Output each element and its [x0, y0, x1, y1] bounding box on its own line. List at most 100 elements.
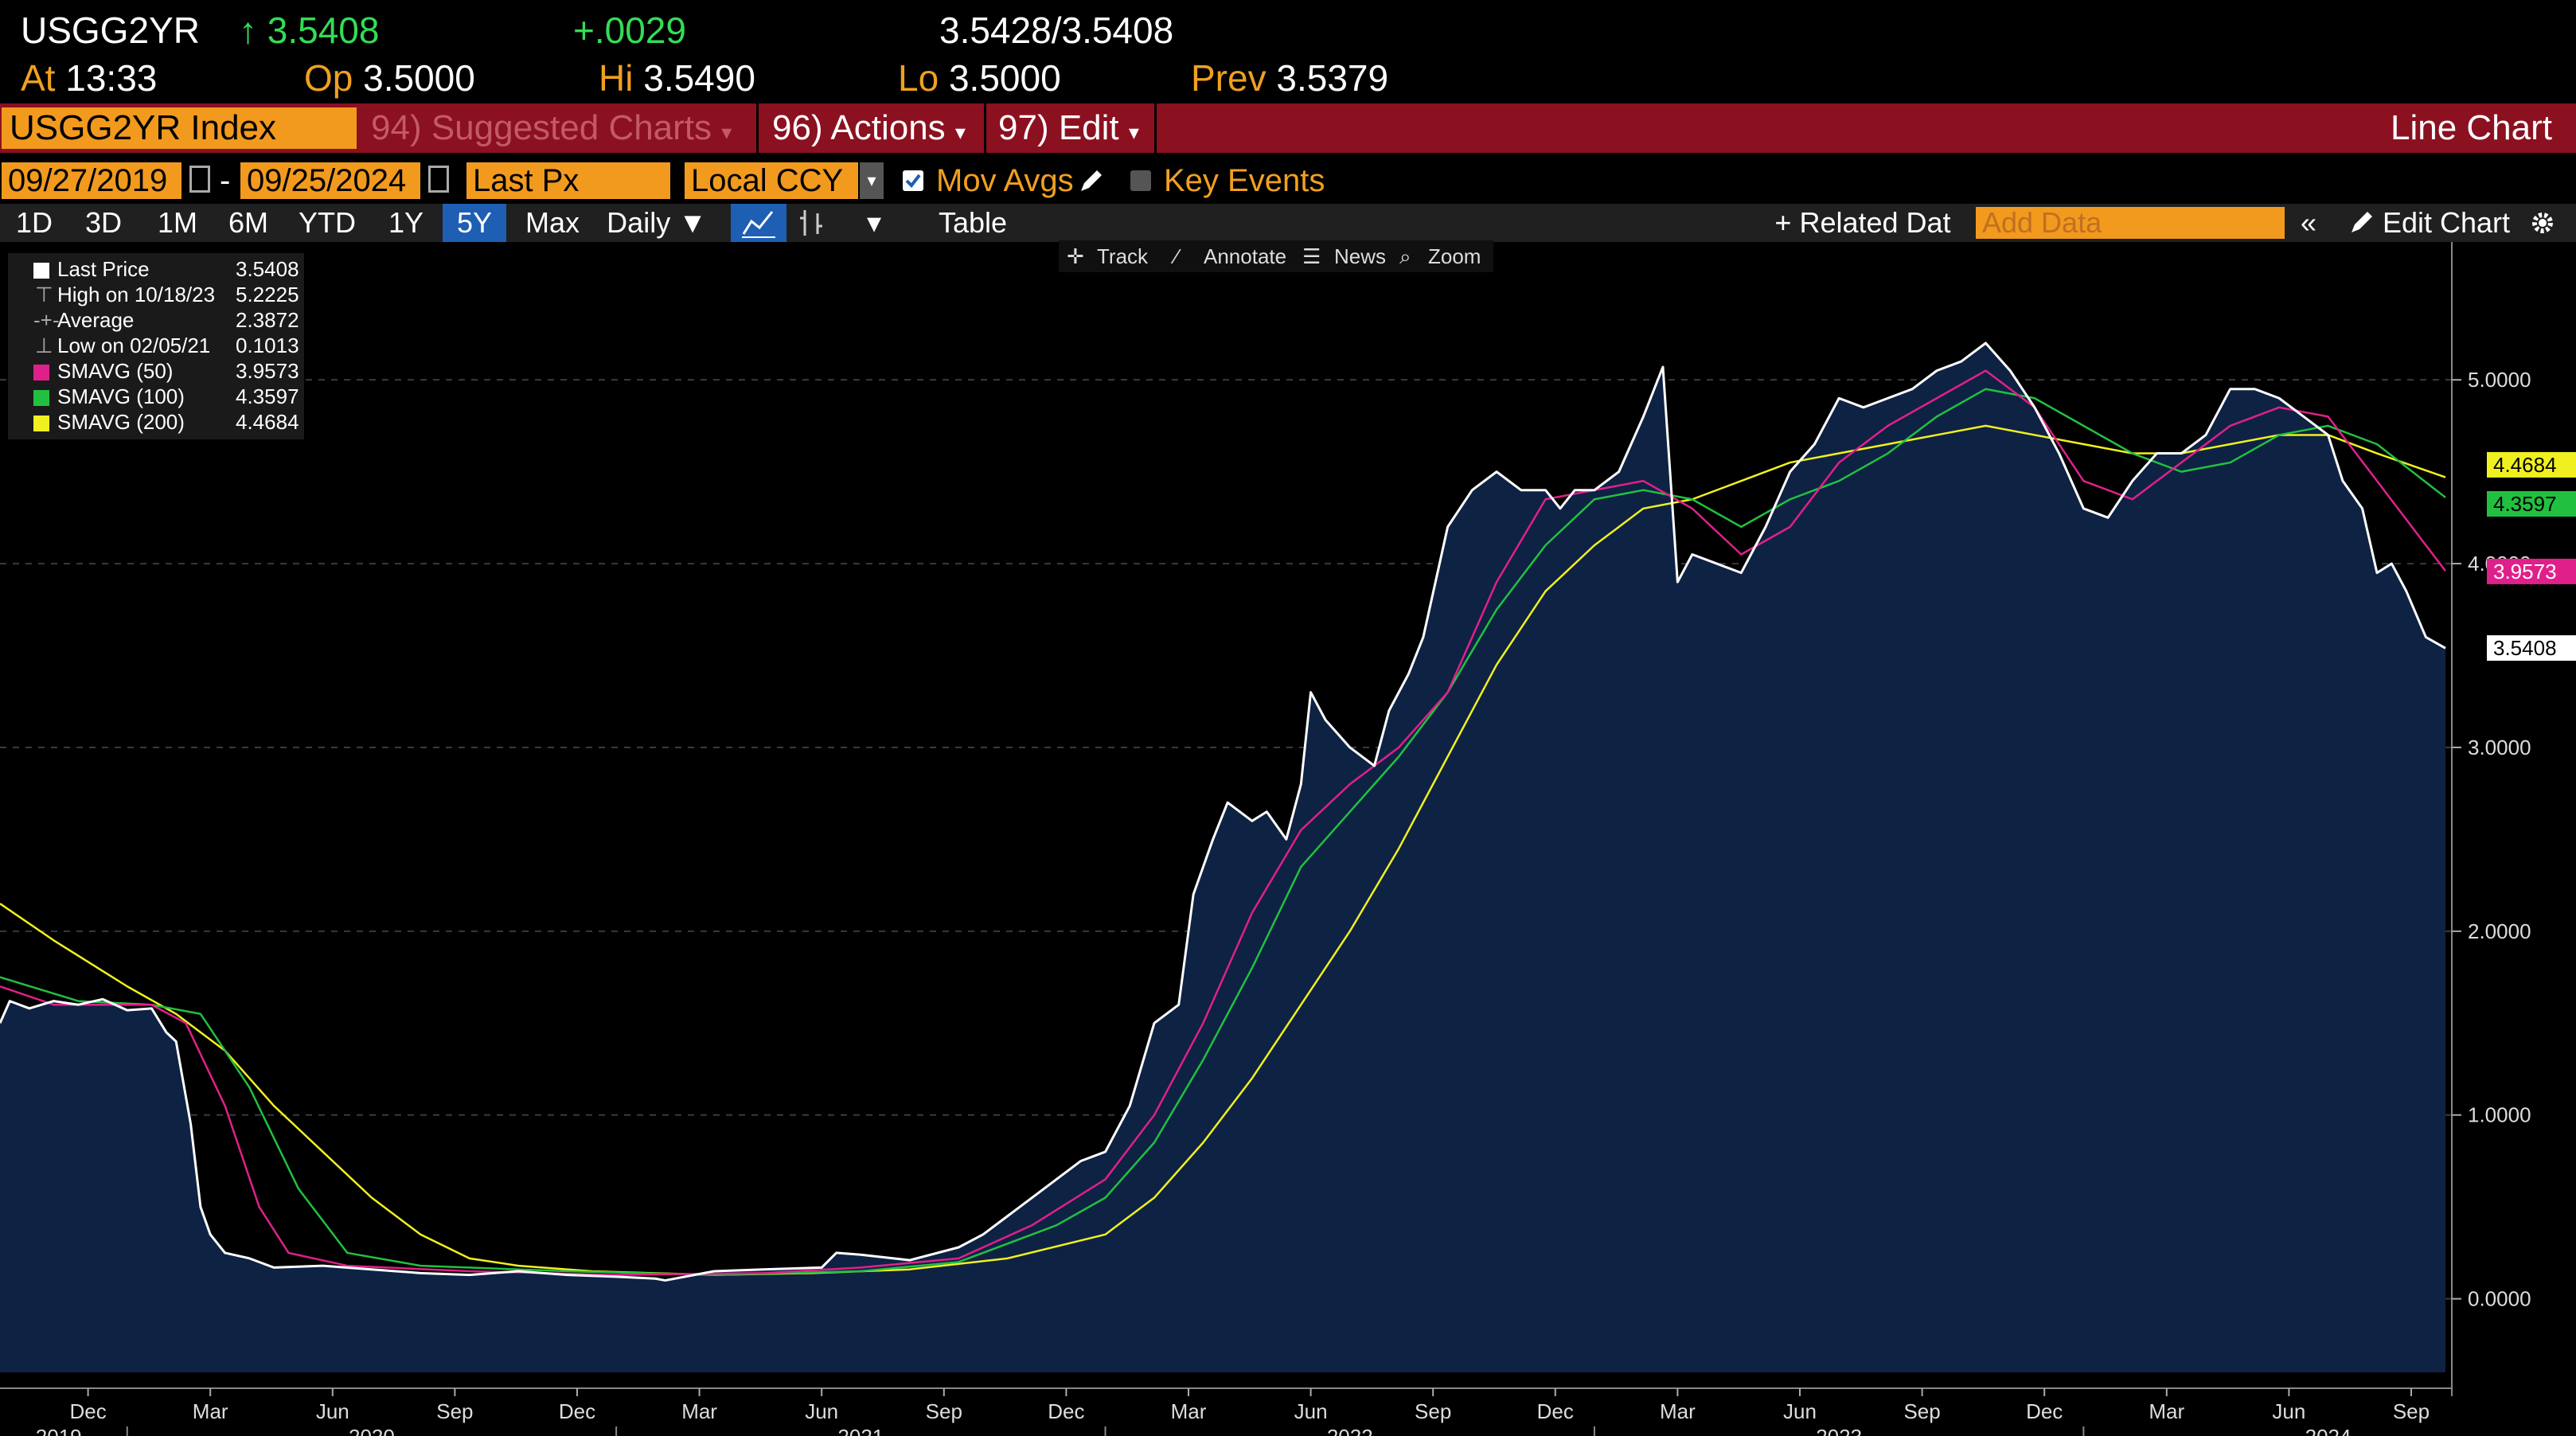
- x-year-label: 2021: [837, 1425, 884, 1436]
- x-tick-label: Dec: [559, 1399, 595, 1423]
- x-tick-label: Mar: [1171, 1399, 1207, 1423]
- x-tick-label: Dec: [2026, 1399, 2063, 1423]
- news-button[interactable]: News: [1334, 244, 1387, 268]
- period-button-6m[interactable]: 6M: [228, 206, 268, 239]
- annotate-button[interactable]: Annotate: [1204, 244, 1287, 268]
- key-events-label[interactable]: Key Events: [1164, 163, 1325, 198]
- low-price: Lo 3.5000: [898, 57, 1061, 99]
- period-button-1y[interactable]: 1Y: [388, 206, 424, 239]
- high-marker-icon: ⊤: [35, 283, 53, 306]
- up-arrow-icon: ↑: [239, 10, 257, 51]
- at-time: At 13:33: [21, 57, 158, 99]
- period-button-3d[interactable]: 3D: [84, 206, 123, 239]
- period-button-1d[interactable]: 1D: [15, 206, 53, 239]
- table-button[interactable]: Table: [938, 206, 1008, 239]
- security-field[interactable]: USGG2YR Index: [2, 107, 357, 149]
- collapse-icon[interactable]: «: [2300, 206, 2317, 239]
- frequency-dropdown[interactable]: Daily ▼: [607, 206, 707, 239]
- ticker: USGG2YR: [21, 10, 200, 51]
- x-tick-label: Mar: [193, 1399, 228, 1423]
- legend-item-smavg-100: SMAVG (100) 4.3597: [8, 384, 304, 409]
- divider: [756, 103, 759, 153]
- last-value-label: 4.3597: [2493, 492, 2557, 516]
- bid-ask: 3.5428/3.5408: [939, 10, 1174, 51]
- mov-avgs-checkbox[interactable]: [903, 170, 923, 191]
- chart-area[interactable]: 0.00001.00002.00003.00004.00005.00004.46…: [0, 242, 2576, 1436]
- related-data-button[interactable]: + Related Dat: [1774, 206, 1951, 239]
- x-tick-label: Mar: [2149, 1399, 2184, 1423]
- period-button-ytd[interactable]: YTD: [299, 206, 356, 239]
- y-tick-label: 5.0000: [2468, 368, 2531, 392]
- edit-menu[interactable]: 97) Edit ▾: [998, 108, 1139, 147]
- actions-menu[interactable]: 96) Actions ▾: [772, 108, 966, 147]
- smavg-50-line: [0, 369, 2446, 1276]
- x-year-label: 2020: [349, 1425, 395, 1436]
- command-bar: USGG2YR Index 94) Suggested Charts ▾ 96)…: [0, 103, 2576, 153]
- calendar-icon[interactable]: [428, 166, 449, 193]
- x-tick-label: Dec: [69, 1399, 106, 1423]
- last-value-tag: [2487, 451, 2576, 478]
- key-events-checkbox[interactable]: [1130, 170, 1151, 191]
- toolbar: 1D 3D 1M 6M YTD 1Y 5Y Max Daily ▼ ▾ Tabl…: [0, 204, 2576, 242]
- line-chart-icon[interactable]: [731, 204, 786, 242]
- checkmark-icon: [905, 174, 921, 189]
- last-price-line: [0, 341, 2446, 1282]
- average-marker-icon: -+-: [33, 308, 60, 332]
- news-icon[interactable]: ☰: [1302, 244, 1321, 268]
- candle-chart-icon[interactable]: [791, 204, 831, 242]
- zoom-icon[interactable]: ⌕: [1399, 244, 1411, 268]
- mov-avgs-label[interactable]: Mov Avgs: [936, 163, 1074, 198]
- chart-options-row: 09/27/2019 - 09/25/2024 Last Px Local CC…: [0, 159, 2576, 204]
- divider: [984, 103, 986, 153]
- legend-swatch: [33, 365, 49, 380]
- x-tick-label: Mar: [681, 1399, 717, 1423]
- legend-item-high: ⊤ High on 10/18/23 5.2225: [35, 283, 299, 306]
- pencil-icon[interactable]: [1076, 167, 1105, 200]
- x-year-label: 2023: [1816, 1425, 1862, 1436]
- legend-item-smavg-50: SMAVG (50) 3.9573: [8, 358, 304, 384]
- x-tick-label: Jun: [1783, 1399, 1817, 1423]
- caret-down-icon: ▾: [1128, 120, 1139, 144]
- legend-swatch: [33, 263, 49, 279]
- chart-style-dropdown-icon[interactable]: ▾: [866, 206, 882, 239]
- calendar-icon[interactable]: [189, 166, 210, 193]
- add-data-input[interactable]: Add Data: [1976, 207, 2285, 239]
- zoom-button[interactable]: Zoom: [1428, 244, 1481, 268]
- smavg-200-line: [0, 424, 2446, 1276]
- legend-swatch: [33, 390, 49, 406]
- y-tick-label: 0.0000: [2468, 1287, 2531, 1311]
- last-price: ↑ 3.5408: [239, 10, 380, 51]
- y-tick-label: 1.0000: [2468, 1103, 2531, 1127]
- net-change: +.0029: [573, 10, 686, 51]
- x-tick-label: Sep: [1415, 1399, 1451, 1423]
- annotate-icon[interactable]: ∕: [1175, 244, 1179, 268]
- chart-type-title: Line Chart: [2390, 108, 2552, 147]
- currency-dropdown-icon[interactable]: ▾: [860, 162, 884, 199]
- last-value-label: 3.9573: [2493, 560, 2557, 583]
- legend-item-last-price: Last Price 3.5408: [8, 256, 304, 282]
- crosshair-icon[interactable]: ✛: [1067, 244, 1084, 268]
- legend-swatch: [33, 416, 49, 431]
- track-button[interactable]: Track: [1097, 244, 1149, 268]
- chart-tools-bar: ✛ Track ∕ Annotate ☰ News ⌕ Zoom: [1059, 240, 1493, 272]
- legend-item-low: ⊥ Low on 02/05/21 0.1013: [35, 334, 299, 357]
- price-area-fill: [0, 342, 2445, 1372]
- last-value-tag: [2487, 635, 2576, 661]
- suggested-charts-button[interactable]: 94) Suggested Charts ▾: [363, 107, 753, 149]
- period-button-max[interactable]: Max: [525, 206, 580, 239]
- period-button-5y[interactable]: 5Y: [443, 204, 506, 242]
- date-separator: -: [220, 163, 231, 198]
- y-tick-label: 2.0000: [2468, 919, 2531, 943]
- end-date-field[interactable]: 09/25/2024: [240, 162, 420, 199]
- edit-chart-button[interactable]: Edit Chart: [2382, 206, 2511, 239]
- x-tick-label: Jun: [2272, 1399, 2305, 1423]
- gear-icon[interactable]: [2520, 204, 2565, 242]
- field-selector[interactable]: Last Px: [466, 162, 670, 199]
- start-date-field[interactable]: 09/27/2019: [2, 162, 181, 199]
- period-button-1m[interactable]: 1M: [157, 206, 197, 239]
- low-marker-icon: ⊥: [35, 334, 53, 357]
- currency-selector[interactable]: Local CCY: [685, 162, 858, 199]
- x-tick-label: Sep: [1903, 1399, 1940, 1423]
- legend-item-average: -+- Average 2.3872: [33, 308, 299, 332]
- x-tick-label: Mar: [1660, 1399, 1696, 1423]
